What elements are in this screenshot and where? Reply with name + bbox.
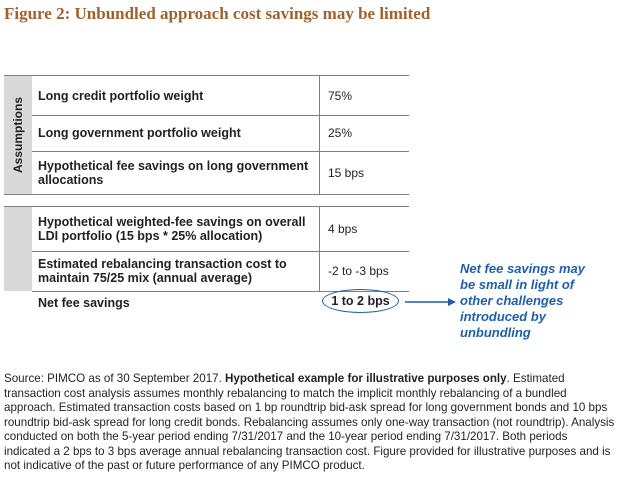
assumptions-side-band — [4, 75, 32, 195]
callout-line: Net fee savings may — [460, 261, 586, 276]
row-value: 75% — [328, 88, 353, 103]
callout-line: be small in light of — [460, 277, 575, 292]
figure-title: Figure 2: Unbundled approach cost saving… — [4, 4, 431, 23]
table-row-government-weight: Long government portfolio weight 25% — [32, 115, 409, 152]
row-value: -2 to -3 bps — [328, 264, 389, 278]
net-value-highlight-oval — [322, 289, 399, 313]
results-side-band — [4, 206, 32, 291]
source-note: Source: PIMCO as of 30 September 2017. H… — [4, 372, 616, 474]
source-lead: Source: PIMCO as of 30 September 2017. — [4, 372, 226, 385]
source-rest: . Estimated transaction cost analysis as… — [4, 372, 615, 472]
table-row-fee-savings: Hypothetical fee savings on long governm… — [32, 152, 409, 195]
net-label: Net fee savings — [38, 296, 130, 310]
callout-line: other challenges — [460, 293, 564, 308]
net-value: 1 to 2 bps — [331, 294, 390, 308]
table-row-net-fee-savings: Net fee savings — [32, 292, 409, 314]
row-value: 15 bps — [328, 166, 365, 180]
row-value: 25% — [328, 126, 353, 140]
row-label: Hypothetical weighted-fee savings on ove… — [32, 207, 320, 251]
assumptions-side-label: Assumptions — [11, 96, 25, 174]
callout-note: Net fee savings may be small in light of… — [460, 261, 610, 341]
row-label: Estimated rebalancing transaction cost t… — [32, 251, 320, 291]
row-label: Hypothetical fee savings on long governm… — [32, 152, 320, 194]
arrow-right-icon — [405, 298, 456, 306]
row-label: Long government portfolio weight — [32, 115, 320, 151]
table-row-credit-weight: Long credit portfolio weight 75% — [32, 75, 409, 116]
callout-line: unbundling — [460, 325, 531, 340]
table-row-weighted-fee-savings: Hypothetical weighted-fee savings on ove… — [32, 206, 409, 252]
row-value: 4 bps — [328, 222, 358, 236]
callout-line: introduced by — [460, 309, 546, 324]
table-row-rebalancing-cost: Estimated rebalancing transaction cost t… — [32, 251, 409, 292]
row-label: Long credit portfolio weight — [32, 76, 320, 115]
source-bold-disclaimer: Hypothetical example for illustrative pu… — [225, 372, 507, 385]
